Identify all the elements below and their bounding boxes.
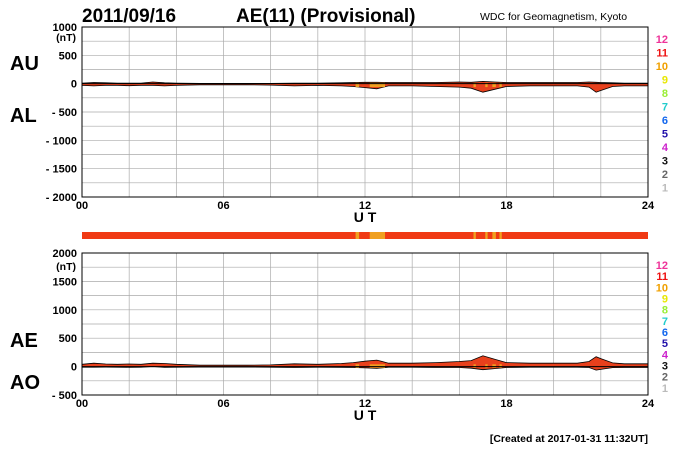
station-count-legend-label: 12 [656, 34, 668, 46]
au-al-reduced-station-patch [355, 82, 360, 88]
au-al-reduced-station-patch [485, 82, 488, 88]
coverage-bar-segment [473, 232, 476, 239]
station-count-legend-label: 11 [656, 271, 668, 283]
station-count-legend-label: 9 [662, 75, 668, 87]
au-al-y-unit: (nT) [56, 32, 76, 44]
ae-ao-x-ticks: 00 06 12 18 24 [76, 398, 655, 410]
ao-index-label: AO [10, 372, 40, 394]
au-al-reduced-station-patch [473, 82, 476, 88]
station-count-legend-label: 10 [656, 282, 668, 294]
station-count-legend-label: 11 [656, 48, 668, 60]
station-count-legend-label: 7 [662, 316, 668, 328]
station-count-legend-label: 12 [656, 260, 668, 272]
ae-ao-y-tick-label: - 500 [52, 390, 77, 402]
station-count-legend-label: 10 [656, 61, 668, 73]
au-al-x-tick-label: 12 [359, 200, 371, 212]
au-al-y-tick-label: - 2000 [46, 192, 77, 204]
station-count-legend-label: 6 [662, 327, 668, 339]
ae-ao-reduced-station-patch [499, 364, 502, 368]
ae-ao-x-tick-label: 00 [76, 398, 88, 410]
au-al-grid [82, 27, 648, 197]
ae-ao-line-ae [81, 355, 648, 366]
au-al-x-tick-label: 06 [217, 200, 229, 212]
au-al-area-al [82, 83, 648, 93]
ae-ao-x-tick-label: 24 [642, 398, 655, 410]
au-al-y-tick-label: 500 [59, 50, 77, 62]
ae-ao-y-unit: (nT) [56, 261, 76, 273]
ae-ao-reduced-station-patch [369, 364, 386, 368]
au-al-y-tick-label: 0 [71, 79, 77, 91]
ae-ao-y-tick-label: 2000 [53, 248, 77, 260]
au-index-label: AU [10, 53, 39, 75]
station-count-legend-label: 1 [662, 183, 668, 195]
station-count-legend-label: 8 [662, 305, 668, 317]
coverage-bar-segment [485, 232, 488, 239]
au-al-line-al [81, 84, 648, 93]
station-count-legend-label: 7 [662, 102, 668, 114]
station-count-legend-label: 6 [662, 115, 668, 127]
ae-ao-x-tick-label: 12 [359, 398, 371, 410]
station-count-legend-label: 1 [662, 383, 668, 395]
ae-index-label: AE [10, 330, 38, 352]
ae-ao-y-tick-label: 1500 [53, 276, 77, 288]
coverage-bar-segment [492, 232, 496, 239]
ae-ao-y-ticks: 2000 1500 1000 500 0 - 500 [52, 248, 77, 402]
au-al-area-layer [81, 80, 648, 93]
au-al-line-au [81, 80, 648, 84]
au-al-x-tick-label: 24 [642, 200, 655, 212]
ae-ao-reduced-station-patch [485, 364, 488, 368]
page-title: AE(11) (Provisional) [236, 6, 416, 27]
au-al-reduced-station-patch [369, 82, 386, 88]
au-al-x-ticks: 00 06 12 18 24 [76, 200, 655, 212]
ae-ao-plot-frame [81, 252, 649, 396]
station-count-legend-label: 3 [662, 361, 668, 373]
station-count-legend-label: 4 [662, 142, 669, 154]
au-al-y-ticks: 1000 500 0 - 500 - 1000 - 1500 - 2000 [46, 22, 77, 204]
ae-ao-reduced-station-patch [492, 364, 496, 368]
coverage-bar-base [82, 232, 648, 239]
ae-ao-x-tick-label: 18 [500, 398, 512, 410]
coverage-bar-segment [355, 232, 360, 239]
station-coverage-bar [82, 232, 648, 239]
au-al-y-tick-label: - 1500 [46, 164, 77, 176]
ae-ao-grid [82, 253, 648, 395]
date-title: 2011/09/16 [82, 6, 176, 27]
ae-ao-x-axis-label: U T [354, 407, 377, 423]
au-al-plot-frame [81, 26, 649, 198]
au-al-x-tick-label: 18 [500, 200, 512, 212]
au-al-x-tick-label: 00 [76, 200, 88, 212]
created-timestamp: [Created at 2017-01-31 11:32UT] [490, 433, 648, 445]
station-count-legend-label: 5 [662, 129, 668, 141]
ae-ao-area-layer [81, 355, 648, 371]
ae-ao-y-tick-label: 500 [59, 333, 77, 345]
coverage-bar-segment [369, 232, 386, 239]
station-count-legend-label: 2 [662, 169, 668, 181]
au-al-reduced-station-patch [492, 82, 496, 88]
station-count-legend-label: 9 [662, 294, 668, 306]
au-al-y-tick-label: - 1000 [46, 135, 77, 147]
station-count-legend-label: 4 [662, 349, 669, 361]
station-count-legend-label: 8 [662, 88, 668, 100]
station-count-legend-label: 5 [662, 338, 668, 350]
ae-ao-reduced-station-patch [355, 364, 360, 368]
station-count-legend-label: 2 [662, 372, 668, 384]
coverage-bar-segment [499, 232, 502, 239]
au-al-y-tick-label: - 500 [52, 107, 77, 119]
au-al-x-axis-label: U T [354, 209, 377, 225]
ae-ao-x-tick-label: 06 [217, 398, 229, 410]
ae-ao-y-tick-label: 0 [71, 362, 77, 374]
source-label: WDC for Geomagnetism, Kyoto [480, 11, 627, 23]
au-al-reduced-station-patch [499, 82, 502, 88]
al-index-label: AL [10, 105, 37, 127]
ae-ao-y-tick-label: 1000 [53, 305, 77, 317]
station-count-legend-label: 3 [662, 156, 668, 168]
au-al-y-tick-label: 1000 [53, 22, 77, 34]
ae-ao-reduced-station-patch [473, 364, 476, 368]
